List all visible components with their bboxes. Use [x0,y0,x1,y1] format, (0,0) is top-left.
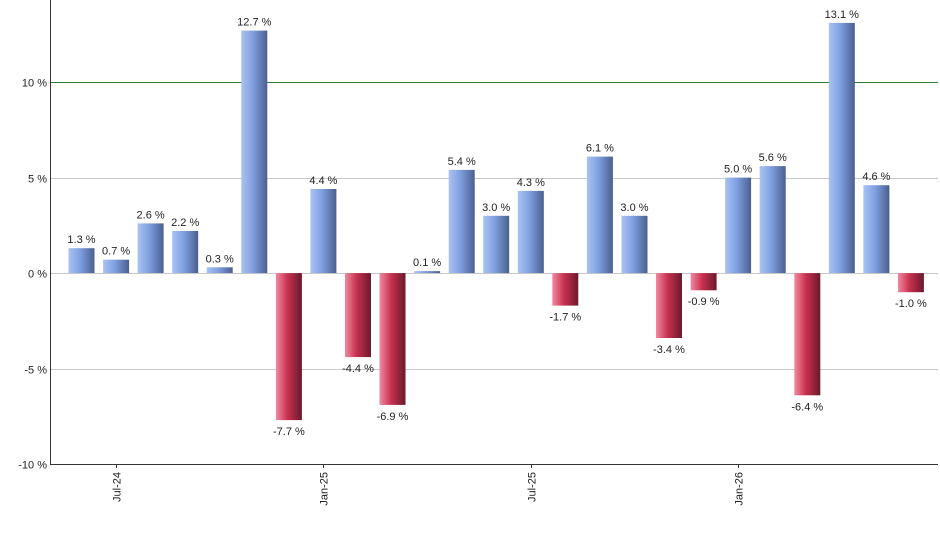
bar-value-label: 0.3 % [206,253,234,265]
bar-value-label: 0.1 % [413,257,441,269]
bar-value-label: -6.9 % [377,411,409,423]
bar-value-label: 4.4 % [309,175,337,187]
bar [241,30,268,274]
bar [863,185,890,273]
bar [552,273,579,306]
bar [621,215,648,274]
bar [310,189,337,273]
y-tick-labels: -10 % -5 % 0 % 5 % 10 % [18,78,47,472]
y-tick-label: 5 % [28,174,47,186]
bar-value-label: 5.4 % [448,156,476,168]
bar [172,231,199,273]
axes [50,0,938,468]
bar [828,22,855,274]
bar-value-label: 4.3 % [517,177,545,189]
y-tick-label: 10 % [22,78,47,90]
x-tick-labels: Jul-24 Jan-25 Jul-25 Jan-26 [112,472,746,506]
bar-value-label: -4.4 % [342,363,374,375]
bar [206,267,233,273]
bar-value-label: 5.0 % [724,164,752,176]
bar [656,273,682,338]
bar [68,248,95,273]
x-tick-label: Jul-25 [527,472,539,502]
bar-value-label: -6.4 % [791,401,823,413]
bar [725,177,752,274]
bar-value-label: 2.6 % [137,209,165,221]
x-tick-label: Jul-24 [112,472,124,502]
bar [483,215,510,274]
value-labels: 1.3 % 0.7 % 2.6 % 2.2 % 0.3 % 12.7 % -7.7 % 4.4… [67,9,927,438]
bar [517,190,544,273]
bar-value-label: 0.7 % [102,246,130,258]
x-tick-label: Jan-25 [319,472,331,506]
bar [345,273,371,358]
bar-value-label: 13.1 % [825,9,859,21]
bar-value-label: -1.7 % [549,312,581,324]
bar-value-label: -1.0 % [895,298,927,310]
y-tick-label: -10 % [18,460,47,472]
bar-value-label: 1.3 % [67,234,95,246]
bar-value-label: 4.6 % [862,171,890,183]
bar-value-label: 3.0 % [482,202,510,214]
bars [68,22,924,421]
bar-value-label: -3.4 % [653,344,685,356]
bar [414,271,441,273]
bar-value-label: 12.7 % [237,17,271,29]
y-tick-label: 0 % [28,269,47,281]
bar-value-label: -0.9 % [688,296,720,308]
bar [103,259,130,274]
x-tick-label: Jan-26 [734,472,746,506]
bar-value-label: 5.6 % [759,152,787,164]
bar [690,273,717,291]
bar [137,223,164,273]
bar-value-label: 2.2 % [171,217,199,229]
bar-value-label: -7.7 % [273,426,305,438]
y-tick-label: -5 % [24,365,47,377]
bar [794,273,821,396]
bar [586,156,613,274]
bar [448,169,475,273]
bar-value-label: 3.0 % [620,202,648,214]
bar [275,273,302,421]
bar-value-label: 6.1 % [586,143,614,155]
bar [897,273,924,293]
bar [379,273,406,405]
bar [759,166,786,273]
